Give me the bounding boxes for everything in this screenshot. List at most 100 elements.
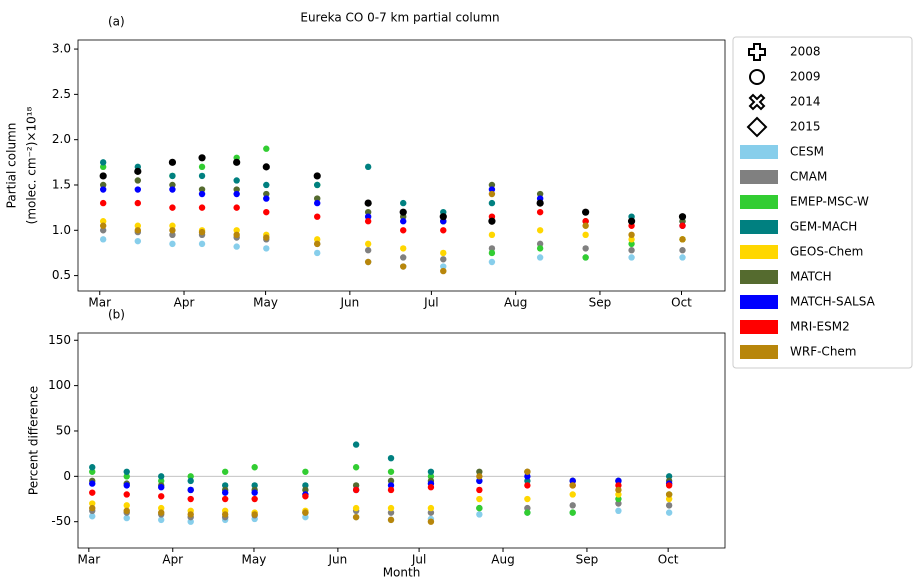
observation-point bbox=[439, 213, 447, 221]
data-point bbox=[524, 509, 531, 516]
legend-label: 2014 bbox=[790, 95, 821, 109]
data-point bbox=[364, 240, 372, 248]
data-point bbox=[302, 509, 309, 516]
data-point bbox=[569, 509, 576, 516]
data-point bbox=[440, 256, 447, 263]
x-tick-label: Aug bbox=[491, 553, 514, 567]
data-point bbox=[134, 222, 142, 229]
data-point bbox=[187, 477, 194, 485]
observation-point bbox=[627, 217, 636, 225]
legend-marker bbox=[748, 93, 766, 111]
plot-frame bbox=[77, 39, 726, 292]
y-tick-label: 100 bbox=[48, 378, 71, 392]
data-point bbox=[314, 199, 321, 207]
observation-point bbox=[99, 172, 107, 180]
data-point bbox=[400, 218, 407, 225]
legend-swatch bbox=[740, 270, 778, 284]
y-tick-label: 2.5 bbox=[52, 87, 71, 101]
data-point bbox=[427, 509, 435, 516]
data-point bbox=[440, 249, 447, 257]
data-point bbox=[569, 502, 576, 509]
data-point bbox=[251, 495, 258, 503]
x-tick-label: Aug bbox=[504, 296, 527, 310]
data-point bbox=[476, 504, 483, 512]
data-point bbox=[134, 199, 142, 207]
data-point bbox=[169, 240, 176, 248]
panel-label: (b) bbox=[108, 308, 125, 322]
y-axis-label: (molec. cm⁻²)×10¹⁸ bbox=[25, 106, 39, 224]
data-point bbox=[679, 247, 686, 254]
plot-frame bbox=[77, 332, 726, 549]
data-point bbox=[615, 507, 622, 515]
data-point bbox=[400, 199, 407, 207]
data-point bbox=[233, 177, 240, 184]
data-point bbox=[198, 186, 206, 193]
data-point bbox=[352, 486, 360, 494]
data-point bbox=[251, 489, 258, 496]
data-point bbox=[134, 227, 142, 234]
data-point bbox=[314, 195, 321, 202]
data-point bbox=[400, 245, 407, 252]
data-point bbox=[314, 181, 321, 189]
legend-marker bbox=[746, 116, 768, 138]
data-point bbox=[400, 254, 407, 261]
data-point bbox=[158, 504, 165, 512]
data-point bbox=[302, 468, 309, 475]
data-point bbox=[387, 486, 395, 494]
data-point bbox=[582, 218, 589, 225]
x-tick-label: Mar bbox=[78, 553, 101, 567]
y-tick-label: 2.0 bbox=[52, 132, 71, 146]
data-point bbox=[569, 477, 576, 485]
data-point bbox=[263, 190, 270, 198]
data-point bbox=[364, 163, 372, 171]
observation-point bbox=[262, 163, 270, 171]
legend-label: MATCH-SALSA bbox=[790, 295, 876, 309]
data-point bbox=[198, 163, 206, 171]
data-point bbox=[123, 468, 130, 475]
data-point bbox=[158, 509, 165, 516]
data-point bbox=[89, 468, 96, 475]
data-point bbox=[524, 477, 531, 485]
data-point bbox=[158, 477, 165, 485]
observation-point bbox=[488, 217, 496, 225]
y-axis-label: Partial column bbox=[5, 123, 19, 209]
data-point bbox=[628, 247, 635, 254]
data-point bbox=[233, 186, 240, 193]
legend-label: EMEP-MSC-W bbox=[790, 195, 869, 209]
data-point bbox=[440, 263, 447, 270]
data-point bbox=[387, 516, 395, 524]
data-point bbox=[263, 181, 270, 189]
x-tick-label: Apr bbox=[162, 553, 183, 567]
data-point bbox=[99, 163, 107, 171]
observation-point bbox=[364, 199, 372, 207]
legend-swatch bbox=[740, 220, 778, 234]
data-point bbox=[488, 231, 496, 239]
data-point bbox=[198, 204, 206, 211]
data-point bbox=[263, 208, 270, 216]
data-point bbox=[364, 213, 372, 220]
data-point bbox=[198, 240, 206, 248]
legend-label: 2015 bbox=[790, 120, 821, 134]
data-point bbox=[221, 468, 229, 475]
data-point bbox=[99, 186, 107, 193]
data-point bbox=[440, 267, 447, 275]
x-tick-label: Mar bbox=[88, 296, 111, 310]
observation-point bbox=[582, 208, 590, 216]
data-point bbox=[364, 218, 372, 225]
y-tick-label: -50 bbox=[51, 514, 71, 528]
data-point bbox=[569, 491, 576, 498]
legend-label: 2009 bbox=[790, 70, 821, 84]
x-tick-label: Apr bbox=[174, 296, 195, 310]
data-point bbox=[123, 482, 130, 489]
data-point bbox=[233, 227, 240, 234]
data-point bbox=[134, 237, 142, 245]
data-point bbox=[665, 491, 673, 498]
data-point bbox=[99, 218, 107, 225]
data-point bbox=[99, 199, 107, 207]
x-tick-label: Oct bbox=[671, 296, 692, 310]
data-point bbox=[615, 495, 622, 503]
data-point bbox=[387, 509, 395, 516]
data-point bbox=[187, 518, 194, 525]
data-point bbox=[158, 484, 165, 491]
data-point bbox=[628, 240, 635, 248]
